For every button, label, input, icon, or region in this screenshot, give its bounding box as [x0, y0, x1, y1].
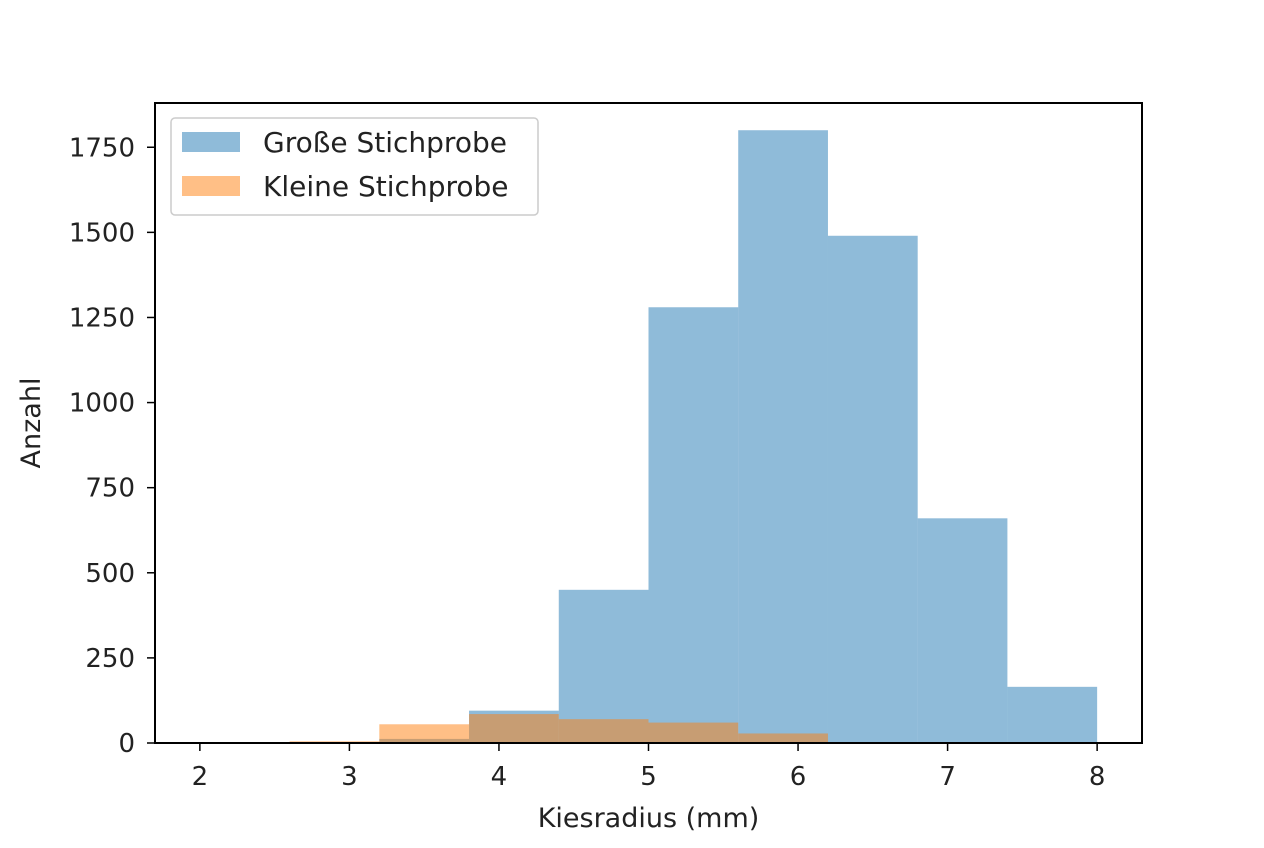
- y-tick-label: 500: [85, 559, 135, 589]
- x-tick-label: 8: [1089, 762, 1106, 792]
- x-tick-label: 4: [491, 762, 508, 792]
- y-tick-label: 750: [85, 474, 135, 504]
- x-tick-label: 7: [939, 762, 956, 792]
- y-tick-label: 0: [118, 729, 135, 759]
- x-tick-label: 2: [192, 762, 209, 792]
- histogram-bar: [558, 719, 649, 743]
- series-grosse-stichprobe: [289, 130, 1098, 744]
- y-tick-label: 1250: [69, 303, 135, 333]
- histogram-bar: [738, 130, 828, 744]
- histogram-bar: [827, 235, 918, 743]
- x-tick-label: 6: [790, 762, 807, 792]
- histogram-bar: [648, 722, 739, 743]
- y-tick-label: 1500: [69, 218, 135, 248]
- legend-label-grosse-stichprobe: Große Stichprobe: [263, 126, 507, 159]
- y-axis-ticks: 0 250 500 750 1000 1250 1500 1750: [69, 133, 155, 759]
- histogram-bar: [558, 589, 649, 743]
- y-tick-label: 1000: [69, 389, 135, 419]
- histogram-bar: [648, 307, 739, 743]
- x-tick-label: 5: [640, 762, 657, 792]
- legend-swatch-kleine-stichprobe: [182, 176, 240, 196]
- histogram-bar: [379, 724, 470, 743]
- y-axis-label: Anzahl: [16, 378, 47, 469]
- histogram-bar: [917, 518, 1008, 743]
- y-tick-label: 250: [85, 644, 135, 674]
- histogram-bar: [1007, 686, 1098, 743]
- series-kleine-stichprobe: [289, 714, 828, 743]
- y-tick-label: 1750: [69, 133, 135, 163]
- legend: Große Stichprobe Kleine Stichprobe: [170, 117, 539, 216]
- legend-label-kleine-stichprobe: Kleine Stichprobe: [263, 170, 509, 203]
- histogram-bar: [738, 733, 828, 743]
- legend-swatch-grosse-stichprobe: [182, 132, 240, 152]
- x-axis-label: Kiesradius (mm): [538, 803, 760, 834]
- x-axis-ticks: 2 3 4 5 6 7 8: [192, 743, 1106, 792]
- x-tick-label: 3: [341, 762, 358, 792]
- bars-layer: [289, 130, 1098, 744]
- histogram-bar: [469, 714, 559, 743]
- legend-box: [170, 117, 539, 216]
